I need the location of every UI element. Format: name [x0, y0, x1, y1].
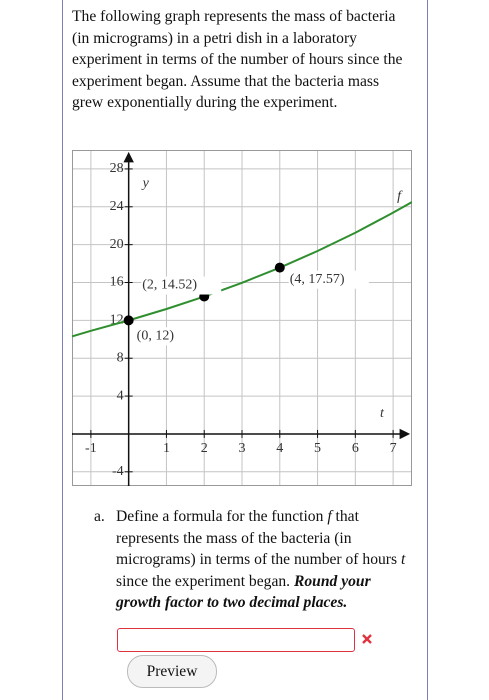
x-tick-label: 3	[239, 441, 246, 456]
question-emphasis: Round your growth factor to two decimal …	[116, 572, 371, 612]
point-label: (0, 12)	[137, 329, 175, 344]
point-label: (2, 14.52)	[142, 278, 197, 293]
point	[123, 315, 134, 326]
x-axis-label: t	[380, 406, 385, 421]
x-tick-label: 7	[390, 441, 397, 456]
plot-border	[72, 150, 412, 486]
x-tick-label: -1	[85, 441, 97, 456]
y-axis-label: y	[141, 176, 150, 191]
answer-input[interactable]	[117, 628, 355, 652]
x-tick-label: 2	[201, 441, 208, 456]
y-tick-label: 20	[110, 237, 124, 252]
x-tick-label: 1	[163, 441, 170, 456]
y-tick-label: -4	[112, 464, 124, 479]
question-part: since the experiment began.	[116, 572, 294, 590]
error-icon	[362, 634, 372, 644]
x-tick-label: 4	[276, 441, 283, 456]
x-tick-label: 5	[314, 441, 321, 456]
question-text: Define a formula for the function f that…	[116, 506, 416, 614]
label-bg	[141, 276, 222, 295]
y-tick-label: 8	[117, 350, 124, 365]
preview-button[interactable]: Preview	[127, 655, 217, 688]
question-part: that represents the mass of the bacteria…	[116, 508, 401, 568]
question-part: Define a formula for the function	[116, 508, 328, 525]
y-tick-label: 16	[110, 275, 124, 290]
content-frame	[62, 0, 428, 700]
question-part: t	[400, 551, 406, 568]
label-bg	[135, 327, 195, 346]
problem-intro: The following graph represents the mass …	[72, 8, 403, 111]
curve	[72, 201, 412, 338]
point	[274, 262, 285, 273]
curve-label: f	[397, 189, 403, 204]
question-part: f	[327, 508, 332, 525]
y-tick-label: 28	[110, 161, 124, 176]
y-tick-label: 24	[110, 199, 124, 214]
label-bg	[288, 270, 369, 289]
point-label: (4, 17.57)	[290, 272, 345, 287]
y-tick-label: 4	[117, 388, 124, 403]
question-label: a.	[94, 508, 105, 525]
question: a. Define a formula for the function f t…	[94, 506, 416, 614]
x-tick-label: 6	[352, 441, 359, 456]
